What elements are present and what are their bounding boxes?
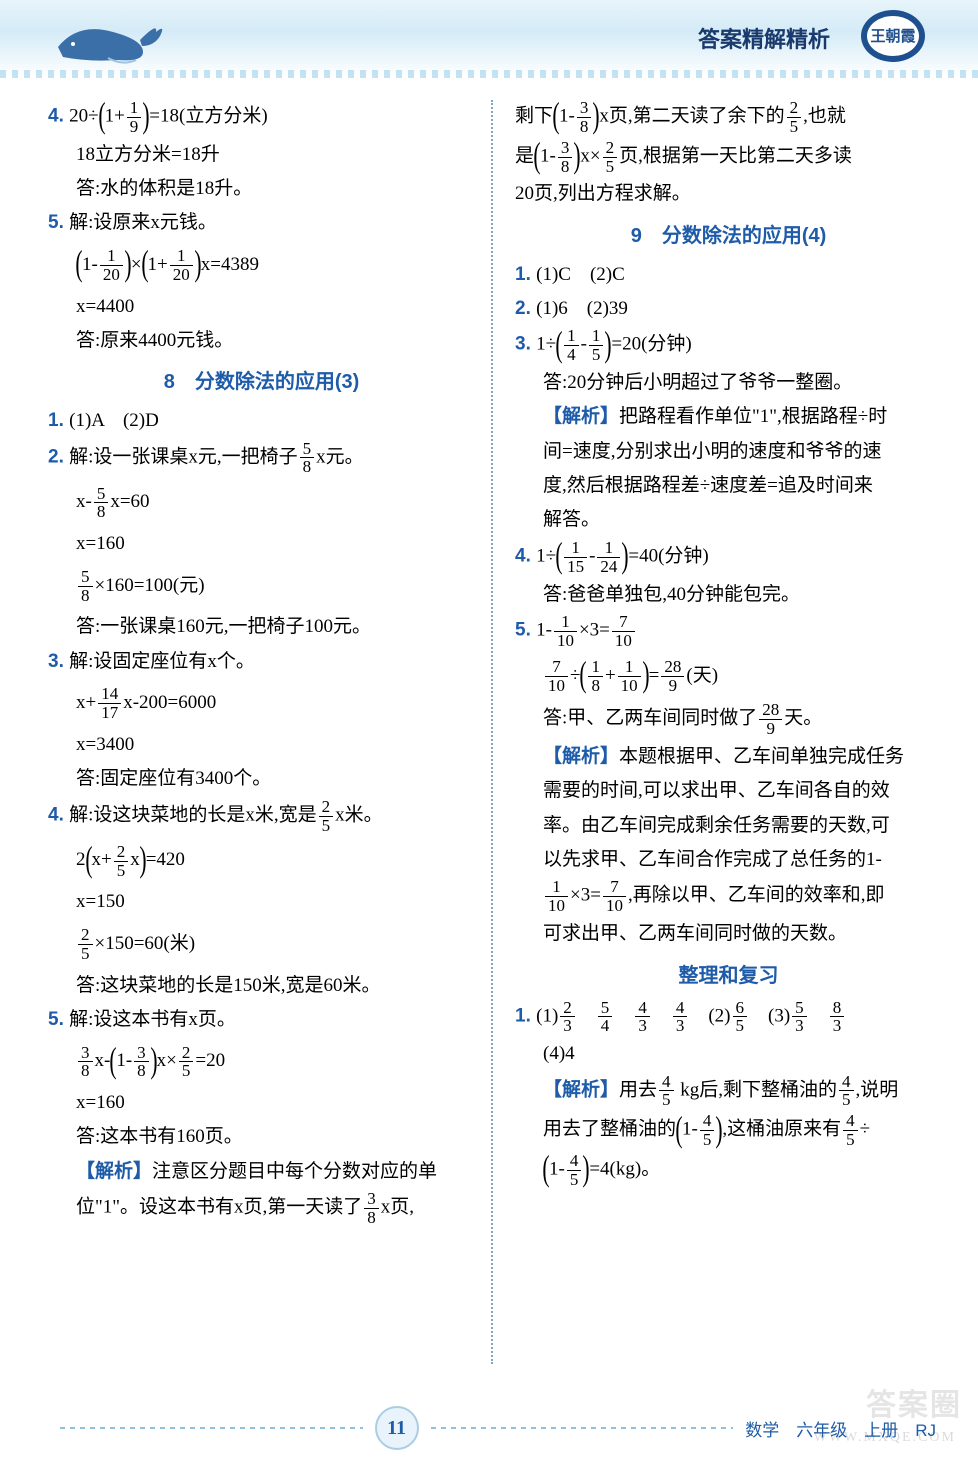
section-9-title: 9 分数除法的应用(4)	[515, 220, 942, 253]
wave-divider	[0, 70, 978, 78]
q5-equation2: x=4400	[48, 291, 475, 322]
brand-seal-icon: 王朝霞	[858, 8, 928, 64]
s8-q5-eq2: x=160	[48, 1087, 475, 1118]
s8-q5-eq1: 38x-(1-38)x×25=20	[76, 1041, 475, 1081]
z-jx3: (1-45)=4(kg)。	[515, 1152, 942, 1189]
s8-q3-eq2: x=3400	[48, 729, 475, 760]
s8-q3-l1: 3. 解:设固定座位有x个。	[48, 646, 475, 677]
s9-q2: 2. (1)6 (2)39	[515, 293, 942, 324]
content-columns: 4. 20÷(1+19)=18(立方分米) 18立方分米=18升 答:水的体积是…	[0, 78, 978, 1378]
s9-q5-jx1: 【解析】本题根据甲、乙车间单独完成任务	[515, 741, 942, 772]
s8-q2-eq3: 58×160=100(元)	[76, 566, 475, 606]
s9-q5-jx2: 需要的时间,可以求出甲、乙车间各自的效	[515, 775, 942, 806]
footer-line-right	[431, 1427, 734, 1429]
s8-q3-answer: 答:固定座位有3400个。	[48, 763, 475, 794]
s8-q5-analysis2: 位"1"。设这本书有x页,第一天读了38x页,	[48, 1190, 475, 1227]
q5-equation1: (1-120)×(1+120)x=4389	[76, 245, 475, 285]
left-column: 4. 20÷(1+19)=18(立方分米) 18立方分米=18升 答:水的体积是…	[48, 96, 491, 1368]
q4-line2: 18立方分米=18升	[48, 139, 475, 170]
section-review-title: 整理和复习	[515, 960, 942, 993]
q4-line1: 4. 20÷(1+19)=18(立方分米)	[48, 99, 475, 136]
watermark-small: WWW.MXQE.COM	[814, 1430, 956, 1446]
footer-line-left	[60, 1427, 363, 1429]
s9-q5-jx3: 率。由乙车间完成剩余任务需要的天数,可	[515, 810, 942, 841]
z-q1-l1: 1. (1)23 54 43 43 (2)65 (3)53 83	[515, 999, 942, 1036]
s9-q3-jx3: 度,然后根据路程差÷速度差=追及时间来	[515, 470, 942, 501]
q5-line1: 5. 解:设原来x元钱。	[48, 207, 475, 238]
s8-q4-eq2: x=150	[48, 886, 475, 917]
s9-q3-eq: 3. 1÷(14-15)=20(分钟)	[515, 327, 942, 364]
q4-answer: 答:水的体积是18升。	[48, 173, 475, 204]
s8-q5-l1: 5. 解:设这本书有x页。	[48, 1004, 475, 1035]
s8-q4-l1: 4. 解:设这块菜地的长是x米,宽是25x米。	[48, 798, 475, 835]
header-title: 答案精解精析	[698, 22, 830, 54]
right-column: 剩下(1-38)x页,第二天读了余下的25,也就 是(1-38)x×25页,根据…	[493, 96, 942, 1368]
s9-q3-jx1: 【解析】把路程看作单位"1",根据路程÷时	[515, 401, 942, 432]
s9-q5-answer: 答:甲、乙两车间同时做了289天。	[515, 701, 942, 738]
s8-q5-answer: 答:这本书有160页。	[48, 1121, 475, 1152]
svg-text:王朝霞: 王朝霞	[870, 27, 916, 45]
s8-q4-answer: 答:这块菜地的长是150米,宽是60米。	[48, 970, 475, 1001]
s9-q3-jx4: 解答。	[515, 504, 942, 535]
s9-q3-answer: 答:20分钟后小明超过了爷爷一整圈。	[515, 367, 942, 398]
page-number: 11	[375, 1406, 419, 1450]
page-header: 答案精解精析 王朝霞	[0, 0, 978, 78]
s8-q2-l1: 2. 解:设一张课桌x元,一把椅子58x元。	[48, 440, 475, 477]
s9-q1: 1. (1)C (2)C	[515, 259, 942, 290]
cont-r1: 剩下(1-38)x页,第二天读了余下的25,也就	[515, 99, 942, 136]
s9-q5-l1: 5. 1-110×3=710	[515, 613, 942, 650]
cont-r3: 20页,列出方程求解。	[515, 178, 942, 209]
z-jx1: 【解析】用去45 kg后,剩下整桶油的45,说明	[515, 1073, 942, 1110]
s8-q2-answer: 答:一张课桌160元,一把椅子100元。	[48, 611, 475, 642]
q5-answer: 答:原来4400元钱。	[48, 325, 475, 356]
s9-q5-jx5: 110×3=710,再除以甲、乙车间的效率和,即	[515, 878, 942, 915]
s9-q3-jx2: 间=速度,分别求出小明的速度和爷爷的速	[515, 436, 942, 467]
s9-q5-jx6: 可求出甲、乙两车间同时做的天数。	[515, 918, 942, 949]
s9-q5-l2: 710÷(18+110)=289(天)	[543, 656, 942, 696]
s9-q5-jx4: 以先求甲、乙车间合作完成了总任务的1-	[515, 844, 942, 875]
s8-q2-eq1: x-58x=60	[76, 482, 475, 522]
s9-q4-answer: 答:爸爸单独包,40分钟能包完。	[515, 579, 942, 610]
s8-q5-analysis1: 【解析】注意区分题目中每个分数对应的单	[48, 1156, 475, 1187]
s8-q4-eq1: 2(x+25x)=420	[76, 840, 475, 880]
s8-q2-eq2: x=160	[48, 528, 475, 559]
z-q1-l2: (4)4	[515, 1038, 942, 1069]
section-8-title: 8 分数除法的应用(3)	[48, 366, 475, 399]
s8-q1: 1. (1)A (2)D	[48, 405, 475, 436]
s8-q4-eq3: 25×150=60(米)	[76, 924, 475, 964]
s9-q4-eq: 4. 1÷(115-124)=40(分钟)	[515, 539, 942, 576]
z-jx2: 用去了整桶油的(1-45),这桶油原来有45÷	[515, 1112, 942, 1149]
watermark-big: 答案圈	[866, 1380, 962, 1424]
s8-q3-eq1: x+1417x-200=6000	[76, 683, 475, 723]
cont-r2: 是(1-38)x×25页,根据第一天比第二天多读	[515, 139, 942, 176]
whale-icon	[48, 12, 168, 68]
